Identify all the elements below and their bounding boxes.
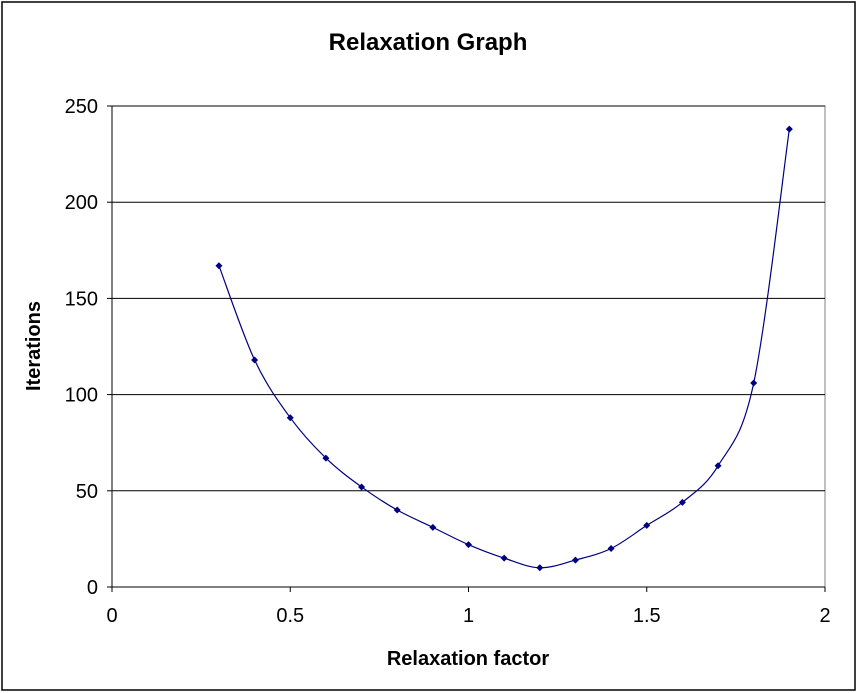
y-tick-label: 100 — [65, 385, 98, 407]
x-tick-label: 1.5 — [633, 605, 661, 627]
plot-area — [111, 105, 826, 588]
gridlines — [107, 105, 825, 588]
data-point-marker — [465, 541, 472, 549]
data-point-marker — [358, 483, 366, 491]
chart-title: Relaxation Graph — [329, 29, 528, 56]
data-point-marker — [251, 356, 259, 364]
y-tick-label: 0 — [87, 577, 98, 599]
y-tick-label: 50 — [76, 481, 98, 503]
data-point-marker — [750, 379, 758, 387]
y-tick-label: 200 — [65, 192, 98, 214]
y-axis-title: Iterations — [23, 301, 45, 391]
data-point-marker — [571, 556, 579, 564]
x-tick-labels: 0 0.5 1 1.5 2 — [106, 605, 830, 627]
data-point-marker — [678, 498, 686, 506]
x-tick-label: 2 — [819, 605, 830, 627]
data-point-marker — [536, 564, 544, 572]
x-axis-title: Relaxation factor — [387, 648, 549, 670]
data-points — [215, 125, 793, 572]
data-point-marker — [785, 125, 793, 133]
data-point-marker — [393, 506, 401, 514]
x-tick-label: 0 — [106, 605, 117, 627]
data-point-marker — [607, 545, 615, 553]
data-point-marker — [215, 262, 223, 270]
data-point-marker — [429, 523, 437, 531]
data-point-marker — [500, 554, 508, 562]
y-tick-label: 150 — [65, 288, 98, 310]
data-point-marker — [322, 454, 330, 462]
x-tick-label: 0.5 — [276, 605, 304, 627]
data-point-marker — [643, 521, 651, 529]
x-tick-label: 1 — [463, 605, 474, 627]
y-tick-labels: 0 50 100 150 200 250 — [65, 96, 98, 599]
data-point-marker — [714, 462, 722, 470]
data-point-marker — [286, 414, 294, 422]
y-tick-label: 250 — [65, 96, 98, 118]
axes — [111, 106, 826, 592]
series-line — [218, 129, 790, 569]
